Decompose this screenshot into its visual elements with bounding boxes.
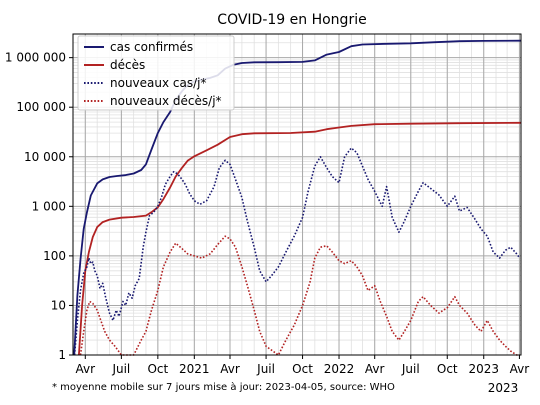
x-tick-label: Juil (401, 362, 420, 376)
legend-label-4: nouveaux décès/j* (110, 94, 222, 108)
chart-title: COVID-19 en Hongrie (217, 12, 366, 28)
plot-frame (72, 33, 522, 356)
y-tick-label: 1 000 000 (5, 51, 66, 65)
legend-label-1: cas confirmés (110, 40, 193, 54)
x-tick-label: 2022 (324, 362, 355, 376)
y-tick-label: 1 (58, 348, 66, 362)
x-tick-label: Juil (111, 362, 130, 376)
legend-box (77, 35, 235, 111)
x-secondary-label: 2023 (488, 381, 519, 395)
series-line-3 (73, 147, 521, 356)
x-tick-label: Avr (220, 362, 240, 376)
series-line-2 (78, 121, 522, 356)
x-tick-label: Avr (365, 362, 385, 376)
y-tick-label: 100 (43, 249, 66, 263)
footnote: * moyenne mobile sur 7 jours mise à jour… (52, 381, 395, 393)
legend-label-2: décès (110, 58, 145, 72)
x-tick-label: Oct (147, 362, 168, 376)
x-tick-label: Avr (76, 362, 96, 376)
x-tick-label: 2023 (468, 362, 499, 376)
x-tick-label: Oct (292, 362, 313, 376)
ticks: 1 10 100 1 000 10 000 100 000 1 000 000 Avr Juil… (5, 51, 529, 376)
series-line-4 (79, 235, 520, 356)
y-tick-label: 10 (51, 298, 66, 312)
y-tick-label: 10 000 (24, 150, 66, 164)
legend-label-3: nouveaux cas/j* (110, 76, 207, 90)
x-tick-label: Oct (437, 362, 458, 376)
grid (72, 33, 521, 356)
x-tick-label: 2021 (179, 362, 210, 376)
y-tick-label: 1 000 (32, 199, 66, 213)
x-tick-label: Juil (256, 362, 275, 376)
x-tick-label: Avr (510, 362, 530, 376)
legend: cas confirmés décès nouveaux cas/j* nouveau… (77, 35, 235, 111)
y-tick-label: 100 000 (16, 100, 66, 114)
